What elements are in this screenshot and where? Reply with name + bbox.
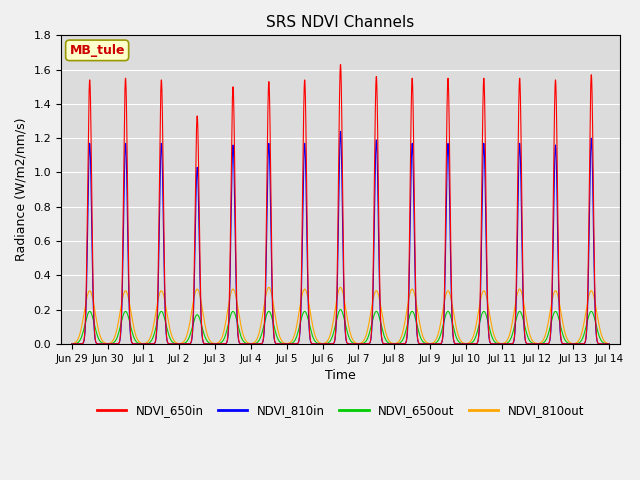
Title: SRS NDVI Channels: SRS NDVI Channels bbox=[266, 15, 415, 30]
Y-axis label: Radiance (W/m2/nm/s): Radiance (W/m2/nm/s) bbox=[15, 118, 28, 262]
X-axis label: Time: Time bbox=[325, 369, 356, 382]
Legend: NDVI_650in, NDVI_810in, NDVI_650out, NDVI_810out: NDVI_650in, NDVI_810in, NDVI_650out, NDV… bbox=[92, 399, 589, 421]
Text: MB_tule: MB_tule bbox=[69, 44, 125, 57]
